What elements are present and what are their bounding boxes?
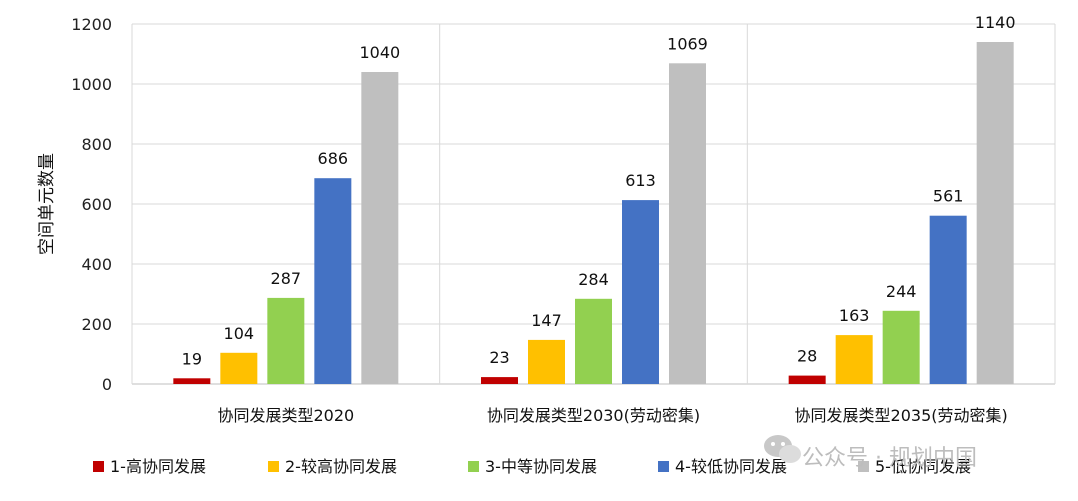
category-label: 协同发展类型2035(劳动密集) [795,406,1008,425]
category-label: 协同发展类型2030(劳动密集) [487,406,700,425]
data-label: 163 [839,306,870,325]
watermark: 公众号 · 规划中国 [764,435,977,471]
y-tick-label: 1200 [71,15,112,34]
legend-label: 4-较低协同发展 [675,457,787,476]
data-label: 284 [578,270,609,289]
y-tick-label: 400 [81,255,112,274]
legend-label: 3-中等协同发展 [485,457,597,476]
data-label: 147 [531,311,562,330]
data-label: 104 [224,324,255,343]
bar [575,298,612,384]
bar [173,378,211,384]
data-labels: 19 104 287 686 1040 23 147 284 613 1069 28 163 244 56… [182,13,1016,368]
data-label: 19 [182,349,202,368]
legend-swatch [268,461,279,472]
bars [173,42,1014,385]
data-label: 287 [271,269,302,288]
data-label: 1040 [359,43,400,62]
category-separators [131,24,1056,384]
bar [528,339,565,384]
y-tick-label: 800 [81,135,112,154]
data-label: 1140 [975,13,1016,32]
bar [220,352,258,384]
data-label: 244 [886,282,917,301]
legend-label: 1-高协同发展 [110,457,206,476]
y-tick-label: 600 [81,195,112,214]
legend: 1-高协同发展 2-较高协同发展 3-中等协同发展 4-较低协同发展 5-低协同发展 [93,457,971,476]
bar [267,297,305,384]
wechat-icon [764,435,801,463]
bar [882,310,920,384]
bar [669,63,706,385]
data-label: 23 [489,348,509,367]
data-label: 686 [318,149,349,168]
legend-label: 2-较高协同发展 [285,457,397,476]
data-label: 613 [625,171,656,190]
bar [481,377,518,384]
y-tick-label: 200 [81,315,112,334]
y-axis-label: 空间单元数量 [37,153,57,255]
legend-swatch [468,461,479,472]
bar [835,335,873,384]
legend-swatch [858,461,869,472]
bar [622,200,659,384]
bar [976,42,1014,384]
legend-swatch [93,461,104,472]
category-label: 协同发展类型2020 [217,406,354,425]
bar [314,178,352,384]
bar [929,215,967,384]
y-tick-label: 1000 [71,75,112,94]
bar [788,375,826,384]
y-tick-label: 0 [102,375,112,394]
data-label: 1069 [667,34,708,53]
watermark-text: 公众号 · 规划中国 [802,446,977,471]
data-label: 561 [933,187,964,206]
bar [361,72,399,384]
legend-label: 5-低协同发展 [875,457,971,476]
category-labels: 协同发展类型2020 协同发展类型2030(劳动密集) 协同发展类型2035(劳动密… [217,406,1007,425]
legend-swatch [658,461,669,472]
y-axis-ticks: 0 200 400 600 800 1000 1200 [71,15,112,394]
data-label: 28 [797,347,817,366]
